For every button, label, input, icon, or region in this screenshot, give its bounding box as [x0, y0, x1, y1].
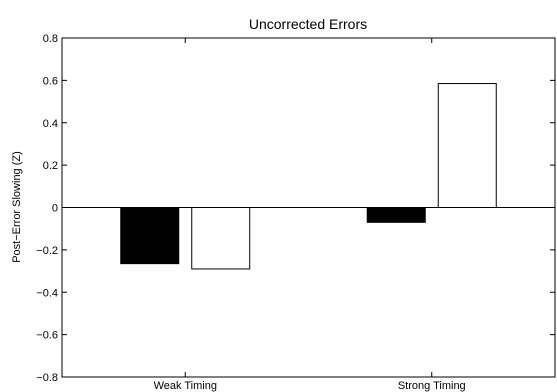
bar-2-2 [437, 83, 497, 208]
bar-1-2 [191, 207, 251, 270]
bar-1-1 [120, 207, 180, 265]
y-tick-label: −0.2 [36, 245, 58, 257]
chart-title: Uncorrected Errors [249, 16, 367, 32]
y-tick-label: −0.4 [36, 287, 58, 299]
y-tick-label: −0.6 [36, 330, 58, 342]
x-tick-label: Weak Timing [154, 380, 217, 392]
y-tick-label: 0.2 [43, 160, 58, 172]
y-tick-label: 0 [52, 203, 58, 215]
y-axis-label: Post−Error Slowing (Z) [11, 151, 23, 263]
y-tick-label: 0.6 [43, 75, 58, 87]
bar-2-1 [366, 207, 426, 223]
y-tick-label: −0.8 [36, 372, 58, 384]
x-tick-label: Strong Timing [398, 380, 466, 392]
y-tick-label: 0.8 [43, 33, 58, 45]
y-tick-label: 0.4 [43, 118, 58, 130]
